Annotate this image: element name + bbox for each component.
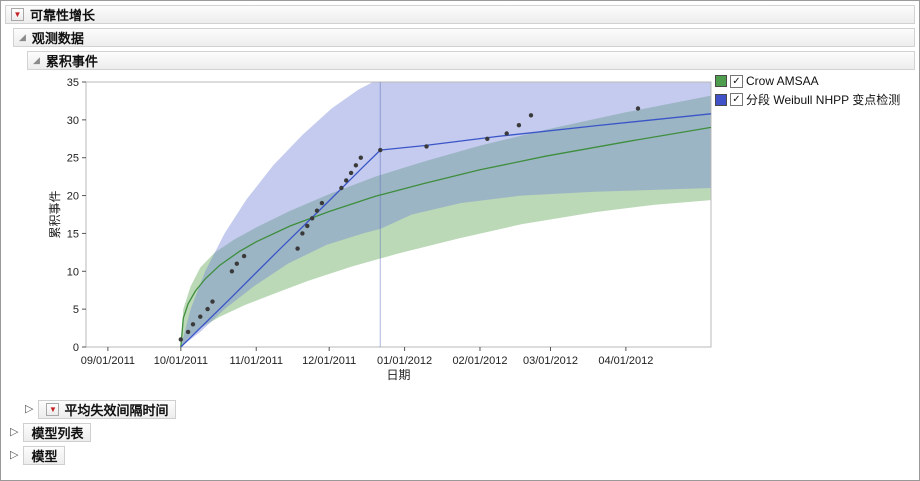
section-header-observed-data: ◢ 观测数据: [13, 28, 915, 47]
section-row-model-list: ▷ 模型列表: [10, 423, 919, 442]
series-visibility-checkbox[interactable]: ✓: [730, 74, 743, 88]
svg-text:03/01/2012: 03/01/2012: [523, 355, 578, 367]
confidence-bands: [180, 82, 712, 347]
cumulative-events-chart: 0 5 10 15 20 25 30 35 09/01/2011 10/01/2011 11/01/…: [1, 70, 917, 392]
svg-text:12/01/2011: 12/01/2011: [302, 355, 356, 367]
svg-text:15: 15: [67, 228, 79, 240]
disclosure-closed-icon[interactable]: ▷: [10, 426, 19, 438]
svg-text:30: 30: [67, 115, 79, 127]
svg-text:5: 5: [73, 304, 79, 316]
svg-text:10/01/2011: 10/01/2011: [154, 355, 208, 367]
section-row-model: ▷ 模型: [10, 446, 919, 465]
red-triangle-icon: ▼: [13, 9, 22, 19]
svg-text:01/01/2012: 01/01/2012: [377, 355, 432, 367]
plot-area[interactable]: 0 5 10 15 20 25 30 35 09/01/2011 10/01/2011 11/01/…: [46, 72, 736, 384]
section-header-reliability-growth: ▼ 可靠性增长: [5, 5, 915, 24]
x-axis-label: 日期: [386, 368, 410, 382]
disclosure-open-icon[interactable]: ◢: [33, 55, 40, 65]
svg-text:10: 10: [67, 266, 79, 278]
svg-text:04/01/2012: 04/01/2012: [598, 355, 653, 367]
disclosure-closed-icon[interactable]: ▷: [25, 403, 34, 415]
observation-points: [178, 106, 641, 342]
disclosure-open-icon[interactable]: ◢: [19, 32, 26, 42]
chart-legend: ✓ Crow AMSAA ✓ 分段 Weibull NHPP 变点检测: [715, 74, 900, 108]
section-header-cumulative-events: ◢ 累积事件: [27, 51, 915, 70]
legend-item-crow-amsaa: ✓ Crow AMSAA: [715, 74, 900, 88]
svg-text:11/01/2011: 11/01/2011: [230, 355, 283, 367]
series-color-swatch: [715, 93, 727, 106]
disclosure-closed-icon[interactable]: ▷: [10, 449, 19, 461]
model-fit-lines: [180, 113, 712, 348]
red-triangle-menu-button[interactable]: ▼: [46, 403, 60, 416]
series-color-swatch: [715, 75, 727, 87]
red-triangle-menu-button[interactable]: ▼: [11, 8, 24, 21]
section-title-cumulative-events: 累积事件: [45, 54, 98, 69]
section-header-model-list[interactable]: 模型列表: [23, 423, 92, 442]
section-header-mtbf[interactable]: ▼ 平均失效间隔时间: [38, 400, 177, 419]
svg-text:09/01/2011: 09/01/2011: [81, 355, 135, 367]
svg-text:02/01/2012: 02/01/2012: [452, 355, 507, 367]
legend-item-piecewise-weibull-nhpp: ✓ 分段 Weibull NHPP 变点检测: [715, 91, 900, 108]
svg-text:35: 35: [67, 77, 79, 89]
red-triangle-icon: ▼: [49, 404, 57, 414]
svg-text:25: 25: [67, 153, 79, 165]
series-visibility-checkbox[interactable]: ✓: [730, 93, 743, 106]
section-title-model-list: 模型列表: [31, 426, 84, 441]
svg-text:0: 0: [73, 342, 79, 354]
plot-frame: [85, 81, 712, 348]
section-title-model: 模型: [31, 449, 58, 464]
section-header-model[interactable]: 模型: [23, 446, 66, 465]
section-title-reliability-growth: 可靠性增长: [30, 8, 96, 23]
svg-text:20: 20: [67, 191, 79, 203]
section-title-observed-data: 观测数据: [31, 31, 84, 46]
axes: 0 5 10 15 20 25 30 35 09/01/2011 10/01/2011 11/01/…: [67, 77, 654, 367]
legend-label: Crow AMSAA: [746, 74, 819, 88]
section-title-mtbf: 平均失效间隔时间: [64, 403, 169, 418]
section-row-mtbf: ▷ ▼ 平均失效间隔时间: [25, 400, 919, 419]
legend-label: 分段 Weibull NHPP 变点检测: [746, 93, 901, 107]
y-axis-label: 累积事件: [48, 190, 62, 238]
